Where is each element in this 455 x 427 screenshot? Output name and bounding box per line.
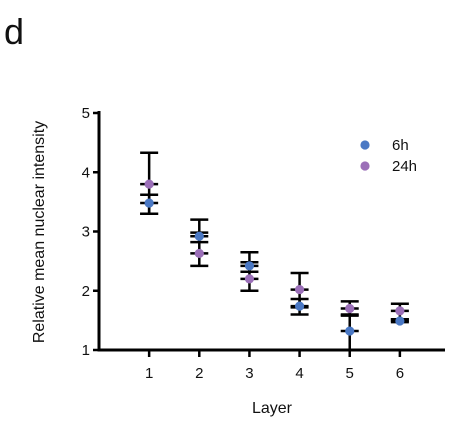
x-tick-label: 4 (295, 365, 303, 382)
data-point-6h (144, 198, 154, 208)
y-tick-label: 5 (82, 105, 90, 122)
data-point-24h (395, 306, 405, 316)
panel-label: d (4, 11, 24, 52)
data-point-24h (345, 303, 355, 314)
legend-marker-24h (360, 161, 370, 171)
x-axis-title: Layer (252, 400, 293, 417)
data-point-24h (194, 248, 204, 259)
y-tick-label: 2 (82, 283, 90, 300)
data-point-24h (144, 179, 154, 189)
data-point-24h (294, 284, 305, 295)
y-tick-label: 4 (82, 164, 90, 181)
y-axis-title: Relative mean nuclear intensity (31, 121, 48, 343)
legend-label-6h: 6h (392, 137, 409, 154)
y-tick-label: 3 (82, 224, 90, 241)
data-point-6h (345, 326, 355, 336)
x-tick-label: 6 (396, 365, 404, 382)
data-point-6h (395, 316, 405, 326)
x-tick-label: 3 (245, 365, 253, 382)
y-tick-label: 1 (82, 342, 90, 359)
axes: 1 2 3 4 5 1 2 3 4 5 6 (82, 105, 445, 382)
x-tick-label: 5 (346, 365, 354, 382)
legend-label-24h: 24h (392, 158, 417, 175)
data-point-6h (294, 301, 305, 311)
data-point-24h (244, 274, 255, 284)
data-point-6h (244, 261, 255, 271)
data-points (144, 179, 405, 336)
data-point-6h (194, 231, 204, 241)
error-bars (140, 151, 409, 352)
x-tick-label: 1 (145, 365, 153, 382)
x-tick-label: 2 (195, 365, 203, 382)
legend-marker-6h (360, 140, 370, 150)
